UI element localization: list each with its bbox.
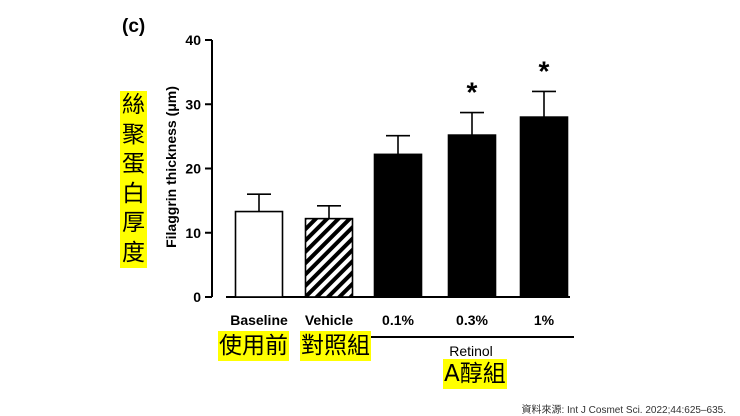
y-tick-label: 40 (185, 32, 201, 48)
chart-marks: Baseline Vehicle 0.1% * 0.3% * 1% Retinol (230, 55, 574, 359)
y-tick-label: 20 (185, 161, 201, 177)
y-label-char: 絲 (122, 92, 145, 118)
y-axis-label: Filaggrin thickness (μm) (163, 86, 179, 248)
bar (234, 210, 284, 298)
group-label: Retinol (449, 343, 493, 359)
x-tick-label: 0.1% (382, 312, 414, 328)
x-tick-label: Vehicle (305, 312, 353, 328)
bar (373, 153, 423, 298)
x-tick-label: 1% (534, 312, 555, 328)
bar (304, 217, 354, 298)
bar (519, 116, 569, 298)
y-tick-label: 0 (193, 289, 201, 305)
vehicle-label-chinese: 對照組 (300, 331, 371, 361)
y-label-char: 厚 (122, 210, 145, 236)
y-label-char: 聚 (122, 121, 145, 148)
significance-mark: * (467, 77, 478, 108)
y-tick-label: 30 (185, 96, 201, 112)
retinol-label-chinese: A醇組 (443, 359, 507, 389)
chart-axes: 0 10 20 30 40 (185, 32, 570, 305)
x-tick-label: Baseline (230, 312, 288, 328)
panel-label: (c) (122, 16, 146, 37)
x-tick-label: 0.3% (456, 312, 488, 328)
y-label-chinese: 絲 聚 蛋 白 厚 度 (120, 91, 147, 268)
y-label-char: 蛋 (122, 151, 145, 177)
significance-mark: * (539, 55, 550, 86)
y-tick-label: 10 (185, 225, 201, 241)
before-label-chinese: 使用前 (218, 331, 289, 361)
y-label-char: 白 (122, 180, 145, 207)
bar (447, 134, 497, 298)
y-label-char: 度 (122, 239, 145, 266)
source-citation: 資料來源: Int J Cosmet Sci. 2022;44:625–635. (521, 405, 726, 416)
